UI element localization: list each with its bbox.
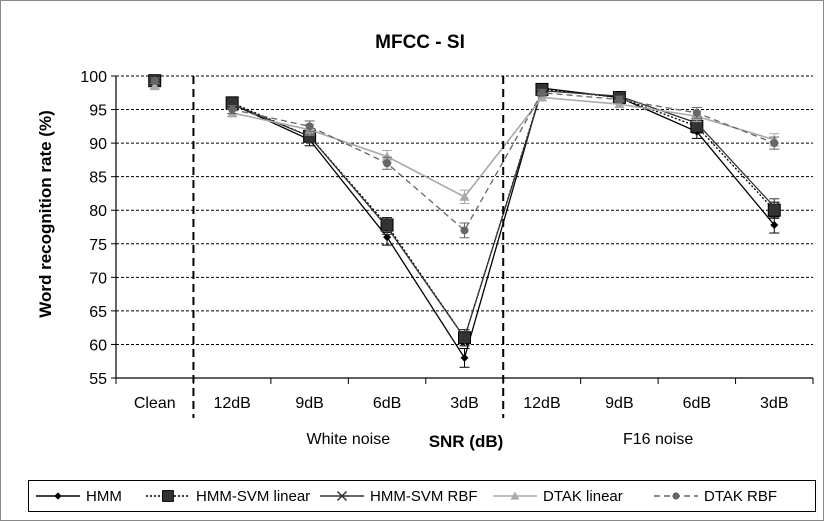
axis-layer: 55 60 65 70 75 80 85 90 95 100 Clean 12dB 9dB 6dB 3dB 1… xyxy=(80,69,814,448)
series-line xyxy=(231,90,775,340)
marker-x xyxy=(458,332,471,344)
marker-diamond xyxy=(54,492,62,500)
y-tick-label: 65 xyxy=(89,304,107,321)
marker-circle xyxy=(150,76,159,85)
y-axis-title: Word recognition rate (%) xyxy=(36,110,55,317)
y-tick-label: 75 xyxy=(89,237,107,254)
marker-circle xyxy=(537,88,546,97)
series-line xyxy=(232,92,775,232)
series-layer xyxy=(148,74,781,368)
legend: HMM HMM-SVM linear HMM-SVM RBF DTAK linear D… xyxy=(36,488,777,505)
legend-label: HMM xyxy=(86,488,122,505)
marker-x xyxy=(768,201,780,213)
y-tick-label: 95 xyxy=(89,103,107,120)
legend-label: DTAK linear xyxy=(543,488,623,505)
x-tick-label: Clean xyxy=(134,395,176,412)
legend-item: HMM-SVM linear xyxy=(146,488,310,505)
y-tick-label: 100 xyxy=(80,69,107,86)
marker-triangle xyxy=(536,92,547,102)
x-tick-label: 9dB xyxy=(295,395,323,412)
x-axis-title: SNR (dB) xyxy=(429,432,504,451)
group-label: White noise xyxy=(307,431,391,448)
chart-title: MFCC - SI xyxy=(375,32,465,53)
series-dtak-rbf xyxy=(149,76,780,239)
legend-item: DTAK RBF xyxy=(654,488,777,505)
marker-circle xyxy=(615,95,624,104)
marker-triangle xyxy=(382,151,393,161)
marker-square xyxy=(162,490,174,502)
marker-triangle xyxy=(614,99,625,109)
x-tick-label: 9dB xyxy=(605,395,633,412)
x-tick-label: 6dB xyxy=(373,395,401,412)
legend-item: HMM-SVM RBF xyxy=(320,488,478,505)
marker-triangle xyxy=(459,191,470,201)
marker-circle xyxy=(228,105,237,114)
y-tick-label: 70 xyxy=(89,270,107,287)
x-tick-label: 12dB xyxy=(523,395,560,412)
legend-label: DTAK RBF xyxy=(704,488,777,505)
marker-x xyxy=(381,221,393,233)
x-tick-label: 6dB xyxy=(683,395,711,412)
x-tick-label: 3dB xyxy=(760,395,788,412)
marker-diamond xyxy=(460,353,469,362)
y-tick-label: 55 xyxy=(89,371,107,388)
legend-item: DTAK linear xyxy=(493,488,623,505)
legend-item: HMM xyxy=(36,488,122,505)
marker-x xyxy=(336,490,348,502)
marker-diamond xyxy=(383,233,392,242)
y-tick-label: 85 xyxy=(89,170,107,187)
marker-circle xyxy=(692,108,701,117)
marker-circle xyxy=(672,492,680,500)
legend-label: HMM-SVM linear xyxy=(196,488,310,505)
legend-label: HMM-SVM RBF xyxy=(370,488,478,505)
y-tick-label: 60 xyxy=(89,337,107,354)
marker-triangle xyxy=(510,491,520,500)
y-tick-label: 80 xyxy=(89,203,107,220)
marker-diamond xyxy=(770,220,779,229)
y-tick-label: 90 xyxy=(89,136,107,153)
x-tick-label: 12dB xyxy=(213,395,250,412)
marker-circle xyxy=(305,122,314,131)
marker-circle xyxy=(383,159,392,168)
group-label: F16 noise xyxy=(623,431,693,448)
marker-circle xyxy=(460,226,469,235)
marker-circle xyxy=(770,139,779,148)
grid-layer xyxy=(116,75,813,345)
marker-triangle xyxy=(149,81,160,91)
x-tick-label: 3dB xyxy=(450,395,478,412)
